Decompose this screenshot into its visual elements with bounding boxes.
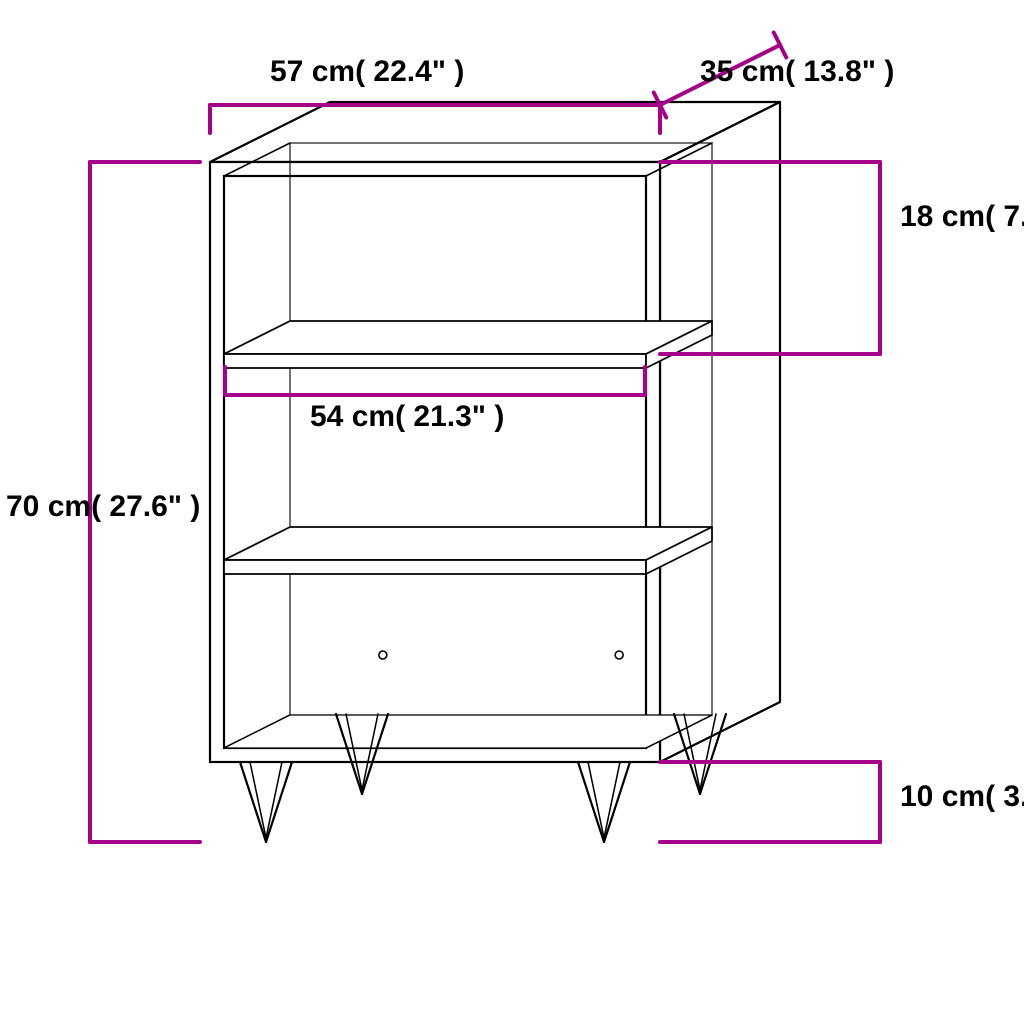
dim-depth-label: 35 cm( 13.8" ) xyxy=(700,55,894,89)
dim-shelf-gap-label: 18 cm( 7.1" ) xyxy=(900,200,1024,234)
dim-leg-height-label: 10 cm( 3.9" ) xyxy=(900,780,1024,814)
dim-height-label: 70 cm( 27.6" ) xyxy=(6,490,200,524)
dim-width-label: 57 cm( 22.4" ) xyxy=(270,55,464,89)
dim-inner-width-label: 54 cm( 21.3" ) xyxy=(310,400,504,434)
